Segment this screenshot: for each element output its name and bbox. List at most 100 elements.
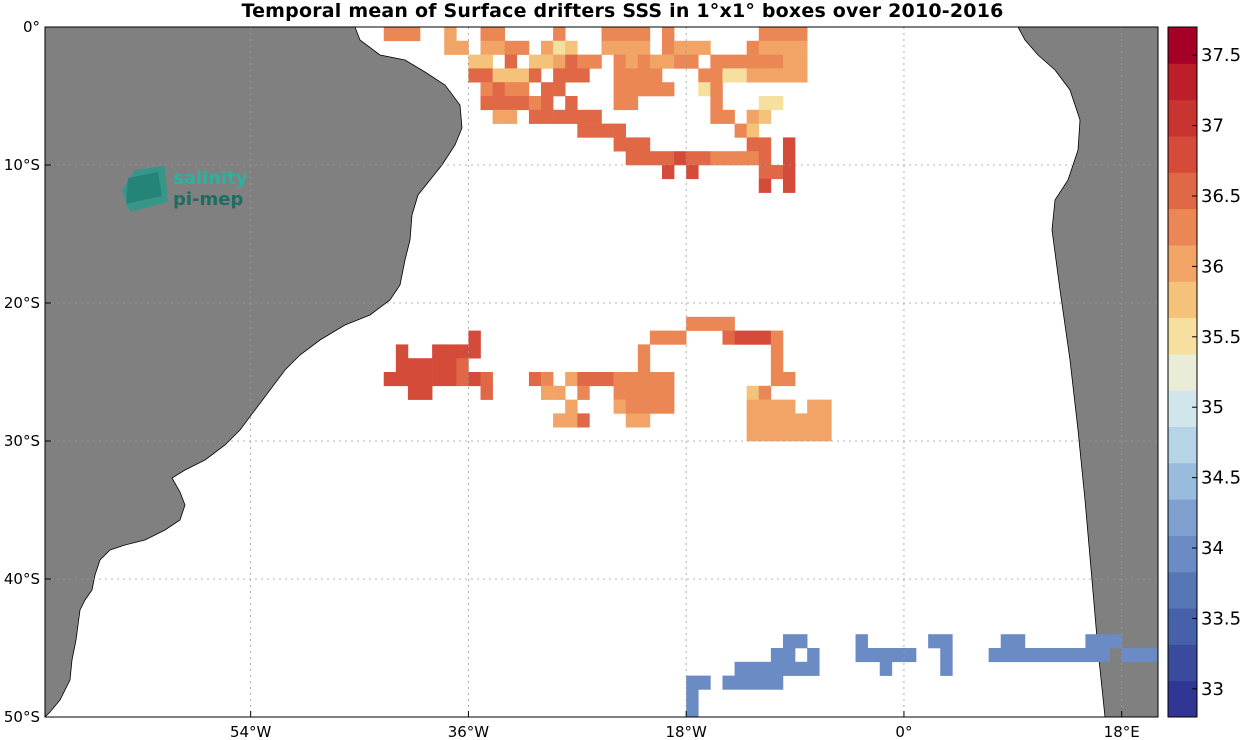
sss-cell bbox=[746, 151, 760, 166]
sss-cell bbox=[541, 96, 554, 111]
sss-cell bbox=[395, 358, 409, 373]
sss-cell bbox=[456, 40, 469, 55]
colorbar-tick-label: 33.5 bbox=[1201, 608, 1241, 629]
sss-cell bbox=[577, 109, 590, 124]
sss-cell bbox=[432, 358, 445, 373]
sss-cell bbox=[637, 68, 651, 83]
sss-cell bbox=[613, 123, 626, 138]
sss-cell bbox=[601, 40, 614, 55]
sss-cell bbox=[1133, 648, 1147, 663]
lat-tick-label: 40°S bbox=[4, 570, 40, 588]
sss-cell bbox=[746, 40, 760, 55]
lon-tick-label: 18°W bbox=[665, 723, 707, 740]
sss-cell bbox=[613, 27, 626, 42]
sss-cell bbox=[819, 413, 832, 428]
sss-cell bbox=[758, 151, 772, 166]
sss-cell bbox=[565, 372, 578, 387]
sss-cell bbox=[988, 648, 1002, 663]
sss-cell bbox=[758, 68, 772, 83]
sss-cell bbox=[637, 413, 651, 428]
sss-cell bbox=[577, 413, 590, 428]
sss-cell bbox=[698, 316, 711, 331]
sss-cell bbox=[770, 40, 784, 55]
sss-cell bbox=[795, 661, 808, 676]
sss-cell bbox=[734, 675, 747, 690]
sss-cell bbox=[613, 82, 626, 97]
sss-cell bbox=[807, 413, 820, 428]
sss-cell bbox=[625, 399, 639, 414]
colorbar-segment bbox=[1168, 281, 1197, 319]
colorbar-tick-label: 34 bbox=[1201, 538, 1224, 559]
lat-tick-label: 10°S bbox=[4, 156, 40, 174]
map-gridlines bbox=[45, 27, 1158, 717]
lat-tick-label: 0° bbox=[23, 18, 40, 36]
colorbar: 33 33.5 34 34.5 35 35.5 36 36.5 37 37.5 bbox=[1167, 26, 1241, 718]
sss-cell bbox=[661, 54, 675, 69]
sss-cell bbox=[722, 316, 735, 331]
sss-cell bbox=[1012, 648, 1026, 663]
sss-cell bbox=[649, 330, 663, 345]
sss-cell bbox=[504, 40, 518, 55]
sss-cell bbox=[444, 344, 457, 359]
sss-cell bbox=[1097, 634, 1110, 649]
sss-cell bbox=[649, 54, 663, 69]
colorbar-tick-label: 36 bbox=[1201, 256, 1224, 277]
sss-cell bbox=[625, 82, 639, 97]
sss-cell bbox=[782, 427, 796, 442]
sss-cell bbox=[782, 634, 796, 649]
sss-cell bbox=[674, 151, 687, 166]
sss-cell bbox=[782, 27, 796, 42]
sss-cell bbox=[407, 27, 421, 42]
sss-cell bbox=[395, 372, 409, 387]
sss-cell bbox=[528, 109, 542, 124]
sss-cell bbox=[541, 372, 554, 387]
sss-cell bbox=[782, 54, 796, 69]
lon-tick-label: 0° bbox=[895, 723, 912, 740]
sss-cell bbox=[698, 68, 711, 83]
sss-cell bbox=[625, 372, 639, 387]
sss-cell bbox=[420, 372, 433, 387]
sss-cell bbox=[589, 123, 602, 138]
sss-cell bbox=[1085, 648, 1098, 663]
sss-cell bbox=[758, 165, 772, 180]
sss-cell bbox=[420, 358, 433, 373]
sss-cell bbox=[565, 399, 578, 414]
sss-cell bbox=[613, 96, 626, 111]
sss-cell bbox=[625, 54, 639, 69]
map-frame bbox=[44, 26, 1159, 718]
sss-cell bbox=[770, 330, 784, 345]
map-axis-labels: 54°W 36°W 18°W 0° 18°E 0° 10°S 20°S 30°S 40°S 50°S bbox=[4, 18, 1140, 740]
sss-cell bbox=[516, 96, 530, 111]
sss-cell bbox=[577, 54, 590, 69]
sss-cell bbox=[770, 27, 784, 42]
sss-cell bbox=[879, 648, 893, 663]
sss-cell bbox=[734, 123, 747, 138]
sss-cell bbox=[589, 372, 602, 387]
sss-cell bbox=[746, 330, 760, 345]
colorbar-segment bbox=[1168, 390, 1197, 427]
sss-cell bbox=[940, 661, 953, 676]
sss-cell bbox=[444, 27, 457, 42]
sss-cell bbox=[698, 675, 711, 690]
sss-cell bbox=[782, 413, 796, 428]
sss-cell bbox=[649, 151, 663, 166]
logo-text-pimep: pi-mep bbox=[173, 189, 243, 210]
sss-cell bbox=[601, 372, 614, 387]
sss-cell bbox=[758, 675, 772, 690]
sss-cell bbox=[625, 68, 639, 83]
sss-cell bbox=[758, 661, 772, 676]
sss-cell bbox=[395, 344, 409, 359]
sss-cell bbox=[758, 109, 772, 124]
sss-cell bbox=[625, 137, 639, 152]
sss-cell bbox=[553, 109, 566, 124]
colorbar-segment bbox=[1168, 353, 1197, 391]
sss-cell bbox=[770, 427, 784, 442]
sss-cell bbox=[649, 399, 663, 414]
colorbar-tick-label: 37 bbox=[1201, 116, 1224, 137]
sss-cell bbox=[758, 54, 772, 69]
sss-cell bbox=[613, 40, 626, 55]
sss-cell bbox=[565, 54, 578, 69]
sss-heatmap-cells bbox=[383, 27, 1158, 717]
sss-cell bbox=[480, 54, 493, 69]
